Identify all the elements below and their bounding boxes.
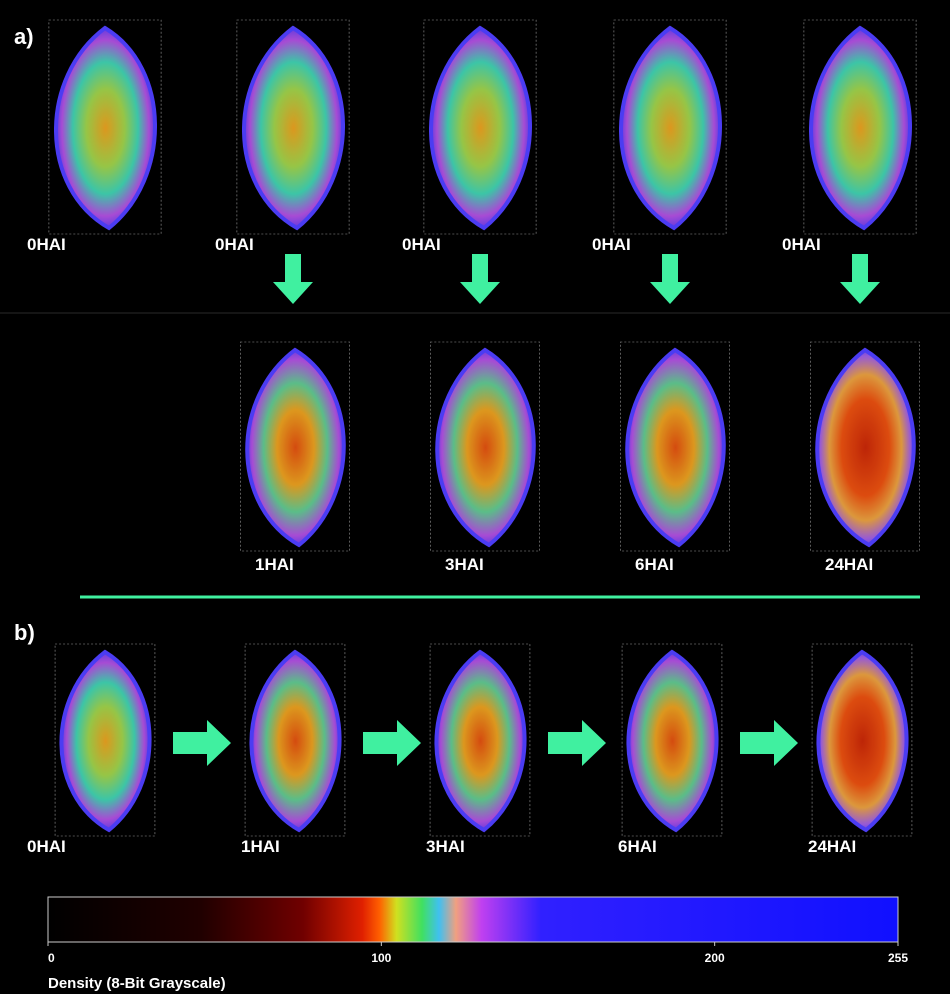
arrow (363, 720, 421, 766)
seed (627, 350, 724, 545)
time-label: 1HAI (255, 555, 294, 574)
arrow (173, 720, 231, 766)
seed (437, 350, 534, 545)
seed (436, 652, 524, 830)
time-label: 6HAI (635, 555, 674, 574)
seed (431, 28, 530, 228)
time-label: 3HAI (426, 837, 465, 856)
seed (818, 652, 906, 830)
time-label: 0HAI (592, 235, 631, 254)
arrow (840, 254, 880, 304)
time-label: 0HAI (215, 235, 254, 254)
tick-label: 100 (371, 951, 391, 965)
panel-label: b) (14, 620, 35, 645)
figure: a) b) Density (8-Bit Grayscale) 0HAI 0HAI… (0, 0, 950, 994)
tick-label: 0 (48, 951, 55, 965)
time-label: 0HAI (402, 235, 441, 254)
arrow (740, 720, 798, 766)
time-label: 24HAI (825, 555, 873, 574)
arrow (273, 254, 313, 304)
time-label: 0HAI (782, 235, 821, 254)
time-label: 3HAI (445, 555, 484, 574)
panel-label: a) (14, 24, 34, 49)
seed (621, 28, 720, 228)
time-label: 0HAI (27, 235, 66, 254)
tick-label: 200 (705, 951, 725, 965)
time-label: 24HAI (808, 837, 856, 856)
colorbar (48, 897, 898, 942)
seed (244, 28, 343, 228)
arrow (650, 254, 690, 304)
seed (56, 28, 155, 228)
tick-label: 255 (888, 951, 908, 965)
arrow (548, 720, 606, 766)
time-label: 0HAI (27, 837, 66, 856)
seed (251, 652, 339, 830)
time-label: 1HAI (241, 837, 280, 856)
arrow (460, 254, 500, 304)
seed (247, 350, 344, 545)
time-label: 6HAI (618, 837, 657, 856)
seed (811, 28, 910, 228)
seed (628, 652, 716, 830)
seed (817, 350, 914, 545)
colorbar-title: Density (8-Bit Grayscale) (48, 975, 226, 992)
seed (61, 652, 149, 830)
